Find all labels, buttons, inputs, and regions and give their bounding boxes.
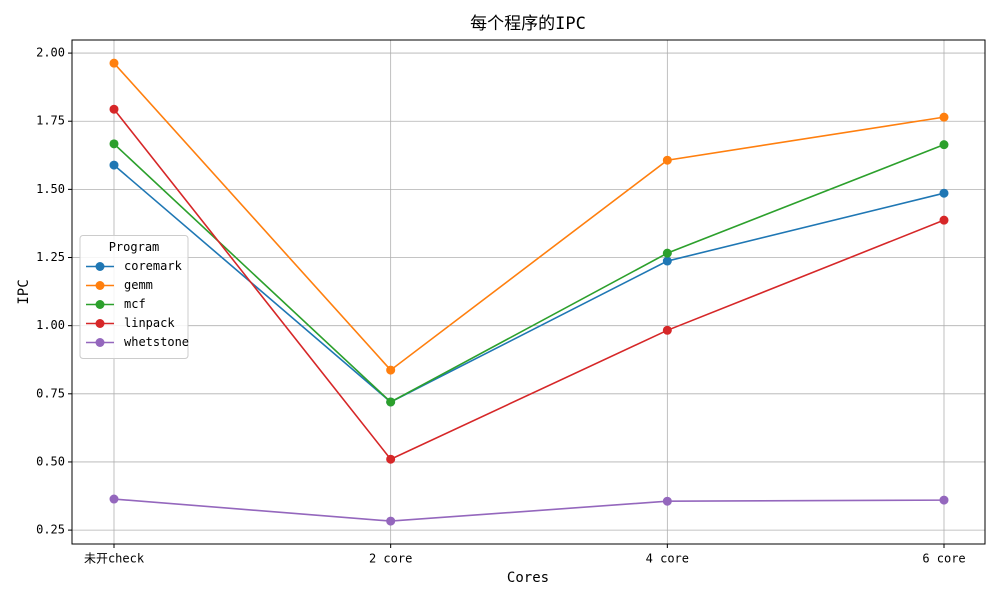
y-tick-label: 0.75: [36, 386, 65, 400]
data-point: [662, 256, 672, 266]
data-point: [939, 140, 949, 150]
legend-title: Program: [109, 240, 160, 254]
legend-marker: [95, 281, 105, 290]
data-point: [109, 139, 119, 149]
legend-label: gemm: [124, 278, 153, 292]
legend-label: coremark: [124, 259, 183, 273]
data-point: [109, 58, 119, 68]
data-point: [662, 496, 672, 506]
series-line: [113, 62, 945, 372]
y-axis-label: IPC: [16, 279, 32, 304]
y-tick-label: 0.25: [36, 523, 65, 537]
legend-marker: [95, 319, 105, 328]
data-point: [109, 494, 119, 504]
chart-title: 每个程序的IPC: [470, 14, 586, 34]
series-line: [113, 143, 945, 403]
data-point: [386, 397, 396, 407]
y-tick-label: 1.75: [36, 114, 65, 128]
legend-marker: [95, 338, 105, 347]
legend-label: linpack: [124, 316, 175, 330]
data-point: [939, 188, 949, 198]
y-tick-label: 2.00: [36, 46, 65, 60]
data-point: [109, 160, 119, 170]
x-tick-label: 6 core: [922, 552, 965, 566]
y-tick-label: 1.00: [36, 318, 65, 332]
data-point: [386, 516, 396, 526]
plot-frame: [71, 39, 986, 545]
x-axis-label: Cores: [507, 570, 549, 586]
data-point: [386, 454, 396, 464]
data-point: [662, 248, 672, 258]
x-tick-label: 4 core: [646, 552, 689, 566]
data-point: [109, 104, 119, 114]
x-tick-label: 2 core: [369, 552, 412, 566]
data-point: [662, 325, 672, 335]
series-line: [113, 108, 945, 461]
legend-label: mcf: [124, 297, 146, 311]
series-line: [113, 498, 945, 522]
x-tick-label: 未开check: [84, 552, 145, 566]
y-tick-label: 0.50: [36, 454, 65, 468]
data-point: [939, 495, 949, 505]
data-point: [939, 215, 949, 225]
data-point: [386, 365, 396, 375]
data-point: [939, 112, 949, 122]
data-point: [662, 155, 672, 165]
legend-label: whetstone: [124, 335, 189, 349]
y-tick-label: 1.50: [36, 182, 65, 196]
legend-marker: [95, 262, 105, 271]
legend-marker: [95, 300, 105, 309]
y-tick-label: 1.25: [36, 250, 65, 264]
